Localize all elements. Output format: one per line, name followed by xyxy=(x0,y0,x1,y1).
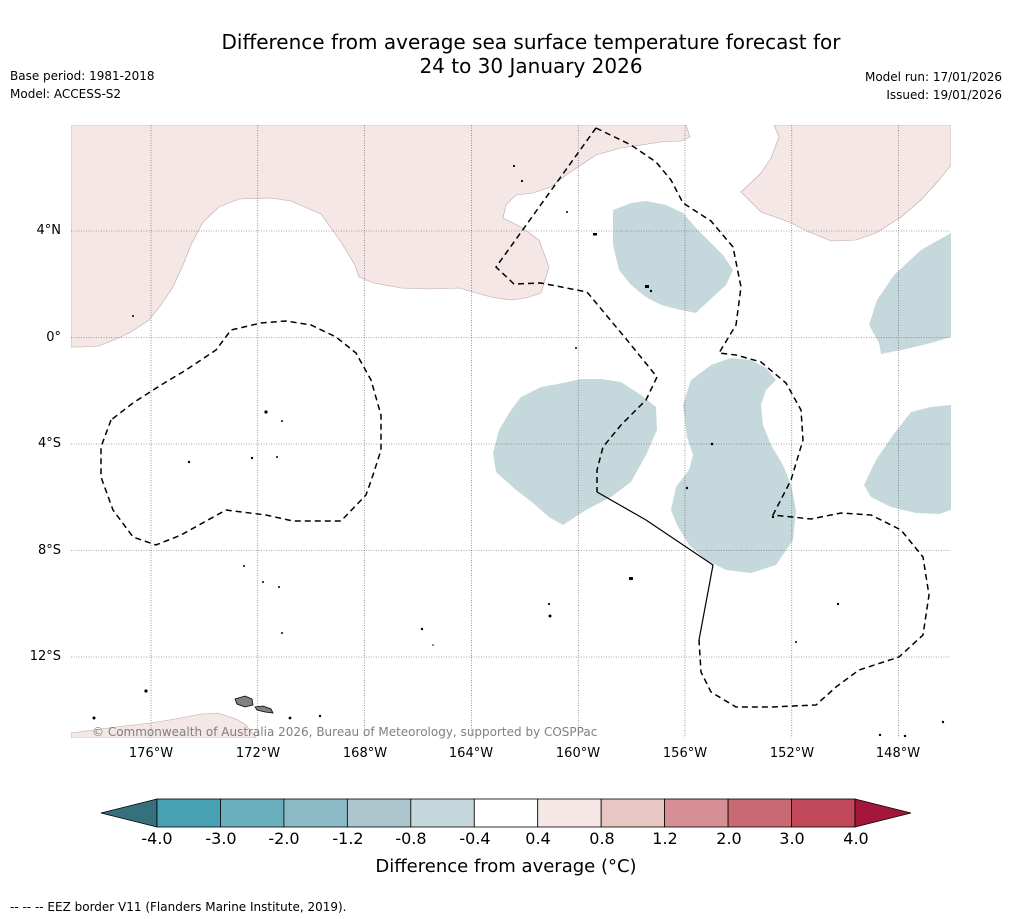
eez-border-legend: -- -- -- EEZ border V11 (Flanders Marine… xyxy=(10,900,347,914)
issued-text: Issued: 19/01/2026 xyxy=(886,88,1002,102)
colorbar-segment xyxy=(473,798,539,828)
colorbar-tick: 0.4 xyxy=(525,829,551,848)
lat-label-0: 0° xyxy=(46,330,61,345)
colorbar-segment xyxy=(156,798,221,828)
base-period-text: Base period: 1981-2018 xyxy=(10,69,155,83)
eez-border-cook-north xyxy=(595,127,930,708)
colorbar-tick: -1.2 xyxy=(332,829,364,848)
colorbar-segment xyxy=(283,798,348,828)
colorbar-segment xyxy=(220,798,285,828)
maritime-boundary-solid xyxy=(596,491,714,641)
cool-anomaly-east-upper xyxy=(869,233,951,354)
colorbar-segments xyxy=(156,798,856,828)
lat-label-8S: 8°S xyxy=(37,543,61,558)
colorbar-segment xyxy=(410,798,475,828)
model-run-text: Model run: 17/01/2026 xyxy=(864,70,1002,84)
samoa-islands xyxy=(234,695,274,714)
title-line-1: Difference from average sea surface temp… xyxy=(221,30,841,54)
cool-anomaly-central-east xyxy=(671,358,796,573)
warm-anomaly-north-west xyxy=(71,125,691,348)
colorbar-tick: 1.2 xyxy=(652,829,678,848)
lon-label-168W: 168°W xyxy=(342,746,388,761)
colorbar-segment xyxy=(537,798,602,828)
colorbar-tick: -0.8 xyxy=(395,829,427,848)
cool-anomaly-north-central xyxy=(613,201,733,313)
colorbar-tick: -3.0 xyxy=(205,829,237,848)
warm-anomaly-north-east xyxy=(740,125,951,242)
colorbar-tick: 2.0 xyxy=(716,829,742,848)
colorbar xyxy=(100,798,912,828)
lon-label-156W: 156°W xyxy=(662,746,708,761)
island-markers xyxy=(92,164,945,738)
colorbar-tick: 4.0 xyxy=(843,829,869,848)
colorbar-tick: -0.4 xyxy=(459,829,491,848)
lon-label-172W: 172°W xyxy=(235,746,281,761)
model-text: Model: ACCESS-S2 xyxy=(10,87,122,101)
colorbar-segment xyxy=(727,798,792,828)
colorbar-segment xyxy=(664,798,729,828)
colorbar-segment xyxy=(791,798,856,828)
lat-label-4S: 4°S xyxy=(37,436,61,451)
colorbar-tick: 0.8 xyxy=(589,829,615,848)
graticule-lines xyxy=(71,125,951,738)
eez-borders xyxy=(100,127,930,708)
colorbar-tick: -2.0 xyxy=(268,829,300,848)
sst-anomaly-map xyxy=(71,125,951,738)
lon-label-176W: 176°W xyxy=(128,746,174,761)
lon-label-148W: 148°W xyxy=(875,746,921,761)
colorbar-segment xyxy=(346,798,412,828)
colorbar-under-arrow xyxy=(100,798,158,828)
chart-title: Difference from average sea surface temp… xyxy=(0,30,1011,78)
cool-anomaly-east-lower xyxy=(864,405,951,514)
colorbar-over-arrow xyxy=(854,798,912,828)
eez-border-tokelau xyxy=(495,127,658,492)
colorbar-tick: -4.0 xyxy=(141,829,173,848)
lon-label-164W: 164°W xyxy=(448,746,494,761)
lon-label-152W: 152°W xyxy=(769,746,815,761)
eez-border-phoenix xyxy=(100,320,382,546)
colorbar-label: Difference from average (°C) xyxy=(375,856,637,877)
colorbar-segment xyxy=(600,798,666,828)
lat-label-4N: 4°N xyxy=(36,223,62,238)
colorbar-tick: 3.0 xyxy=(779,829,805,848)
map-svg xyxy=(71,125,951,738)
cool-anomaly-central-west xyxy=(493,379,657,525)
lat-label-12S: 12°S xyxy=(29,649,61,664)
copyright-notice: © Commonwealth of Australia 2026, Bureau… xyxy=(92,725,598,739)
lon-label-160W: 160°W xyxy=(555,746,601,761)
warm-anomaly-south-west xyxy=(71,712,257,738)
title-line-2: 24 to 30 January 2026 xyxy=(419,54,643,78)
